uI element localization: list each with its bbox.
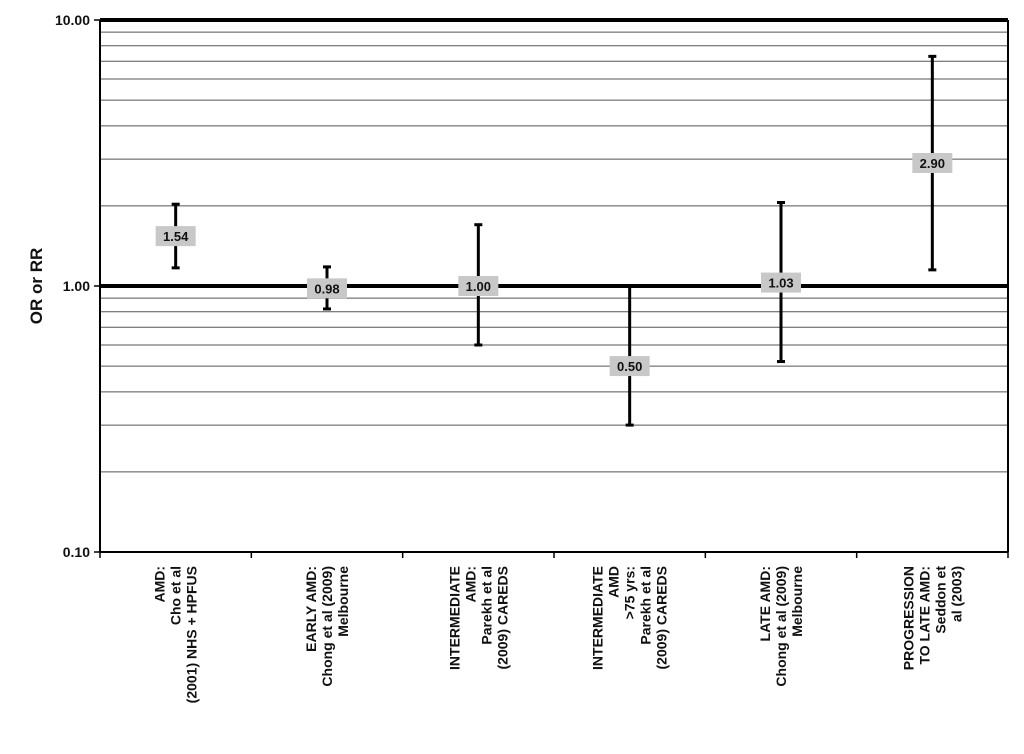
point-label-box xyxy=(458,276,499,296)
point-label-box xyxy=(761,272,801,293)
category-label-line: Seddon et xyxy=(932,566,948,634)
category-label-line: al (2003) xyxy=(948,566,964,622)
category-label: INTERMEDIATE AMD: Parekh et al (2009) CARED… xyxy=(446,566,510,670)
grid-lines xyxy=(100,31,1008,473)
category-label-line: Cho et al xyxy=(168,566,184,625)
category-labels: AMD: Cho et al (2001) NHS + HPFUS EARLY AMD… xyxy=(152,566,965,704)
point-value-label: 1.03 xyxy=(768,276,793,291)
category-label-line: Parekh et al xyxy=(638,566,654,645)
category-label: LATE AMD: Chong et al (2009) Melbourne xyxy=(757,566,805,687)
category-label-line: Chong et al (2009) xyxy=(319,566,335,687)
category-label-line: Parekh et al xyxy=(478,566,494,645)
point-value-label: 1.54 xyxy=(163,229,189,244)
category-label-line: INTERMEDIATE xyxy=(590,566,606,670)
point-value-label: 1.00 xyxy=(466,279,491,294)
category-label-line: (2001) NHS + HPFUS xyxy=(184,566,200,703)
point-labels: 1.54 0.98 1.00 0.50 1.03 2.90 xyxy=(155,153,953,377)
category-label-line: LATE AMD: xyxy=(757,566,773,641)
category-label-line: EARLY AMD: xyxy=(303,566,319,652)
point-label-box xyxy=(912,153,953,174)
category-label-line: AMD xyxy=(606,566,622,598)
confidence-intervals xyxy=(171,54,937,427)
point-value-label: 2.90 xyxy=(920,156,945,171)
category-label: INTERMEDIATE AMD >75 yrs: Parekh et al (2009… xyxy=(590,566,670,670)
category-label-line: AMD: xyxy=(462,566,478,603)
point-value-label: 0.98 xyxy=(314,281,339,296)
y-tick-label: 10.00 xyxy=(55,12,90,28)
category-label-line: TO LATE AMD: xyxy=(916,566,932,665)
category-label-line: (2009) CAREDS xyxy=(654,566,670,669)
category-label: EARLY AMD: Chong et al (2009) Melbourne xyxy=(303,566,351,687)
point-value-label: 0.50 xyxy=(617,359,642,374)
category-label-line: INTERMEDIATE xyxy=(446,566,462,670)
y-tick-label: 1.00 xyxy=(63,278,90,294)
category-label-line: (2009) CAREDS xyxy=(494,566,510,669)
point-label-box xyxy=(155,226,196,247)
point-label-box xyxy=(609,356,650,377)
point-label-box xyxy=(307,278,347,299)
y-axis-label: OR or RR xyxy=(27,248,46,325)
category-label: AMD: Cho et al (2001) NHS + HPFUS xyxy=(152,566,200,703)
category-label: PROGRESSION TO LATE AMD: Seddon et al (2003… xyxy=(900,566,964,671)
category-label-line: Melbourne xyxy=(789,566,805,637)
category-label-line: Melbourne xyxy=(335,566,351,637)
category-label-line: PROGRESSION xyxy=(900,566,916,670)
y-axis-ticks: 0.10 1.00 10.00 xyxy=(55,12,100,560)
category-label-line: >75 yrs: xyxy=(622,566,638,619)
category-label-line: Chong et al (2009) xyxy=(773,566,789,687)
y-tick-label: 0.10 xyxy=(63,544,90,560)
category-label-line: AMD: xyxy=(152,566,168,603)
plot-frame-group xyxy=(99,18,1009,558)
